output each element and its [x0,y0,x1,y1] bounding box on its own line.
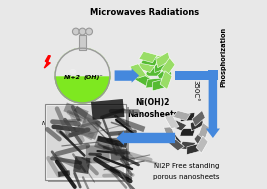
Ellipse shape [69,69,76,74]
Polygon shape [130,64,146,78]
Polygon shape [73,156,91,174]
Polygon shape [63,102,89,120]
Polygon shape [158,66,172,83]
Polygon shape [166,132,182,146]
Polygon shape [152,78,166,91]
Bar [208,70,218,80]
Bar [45,104,126,180]
Text: (OH)⁻: (OH)⁻ [84,75,104,80]
Polygon shape [164,127,176,140]
Circle shape [79,28,86,35]
Polygon shape [146,78,162,88]
Polygon shape [194,129,207,146]
Circle shape [86,28,92,35]
Polygon shape [115,117,145,132]
Text: 350C°: 350C° [193,80,199,101]
Bar [79,35,86,50]
Polygon shape [145,68,162,76]
Polygon shape [133,69,151,83]
Polygon shape [154,59,168,73]
Polygon shape [75,124,95,140]
Circle shape [72,28,79,35]
Polygon shape [150,55,165,66]
Polygon shape [196,136,208,153]
Text: Ni(OH)2: Ni(OH)2 [135,98,170,107]
Polygon shape [44,56,50,68]
FancyArrow shape [116,131,175,145]
Polygon shape [190,118,203,131]
Text: Ni(NO₃)₂ .6 H₂O + (NH₂)₂CO: Ni(NO₃)₂ .6 H₂O + (NH₂)₂CO [42,121,123,126]
FancyArrow shape [175,71,213,80]
Polygon shape [141,56,159,66]
Polygon shape [192,110,205,126]
Text: Ni+2: Ni+2 [64,75,81,80]
Text: Phosphorization: Phosphorization [220,27,226,87]
Polygon shape [165,115,179,129]
Text: Nanosheets: Nanosheets [127,110,178,119]
Polygon shape [137,61,155,73]
Polygon shape [156,52,170,68]
Polygon shape [173,111,190,121]
Polygon shape [187,143,200,155]
Polygon shape [180,113,195,122]
Polygon shape [139,51,157,63]
Polygon shape [179,141,196,150]
Polygon shape [162,58,175,76]
Bar [46,106,124,178]
Polygon shape [86,145,110,163]
Polygon shape [74,106,101,128]
Text: Ni2P Free standing: Ni2P Free standing [154,163,219,169]
Polygon shape [160,71,172,89]
Polygon shape [135,74,154,87]
Polygon shape [180,129,195,136]
Polygon shape [198,123,209,140]
Polygon shape [169,119,187,131]
Text: Microwaves Radiations: Microwaves Radiations [90,8,199,17]
Polygon shape [168,138,184,151]
FancyArrow shape [115,69,139,83]
Polygon shape [91,99,124,120]
Polygon shape [78,116,102,140]
Circle shape [55,48,110,103]
Polygon shape [110,148,128,161]
FancyArrow shape [206,76,220,138]
Polygon shape [94,136,123,155]
Polygon shape [58,170,70,177]
Bar [48,107,129,182]
Polygon shape [55,48,110,76]
Polygon shape [97,136,127,148]
Text: porous nanosheets: porous nanosheets [153,174,220,180]
